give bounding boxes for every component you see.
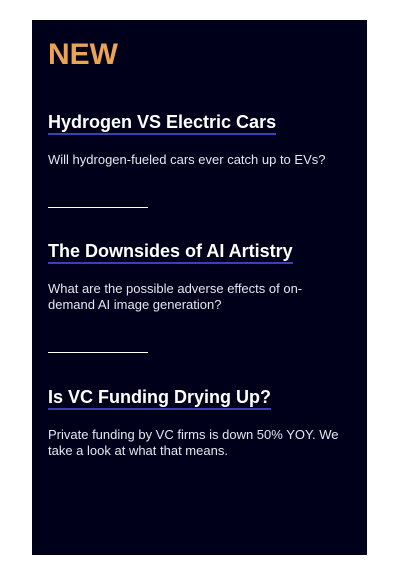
section-heading: NEW [48, 38, 118, 71]
article-divider [48, 352, 148, 353]
article-title-link[interactable]: Is VC Funding Drying Up? [48, 386, 271, 410]
article-item: The Downsides of AI Artistry What are th… [48, 240, 351, 313]
article-divider [48, 207, 148, 208]
article-description: What are the possible adverse effects of… [48, 281, 303, 312]
article-title-link[interactable]: The Downsides of AI Artistry [48, 240, 293, 264]
news-panel: NEW Hydrogen VS Electric Cars Will hydro… [32, 20, 367, 555]
article-description: Will hydrogen-fueled cars ever catch up … [48, 152, 326, 167]
article-description: Private funding by VC firms is down 50% … [48, 427, 339, 458]
article-item: Is VC Funding Drying Up? Private funding… [48, 386, 351, 459]
article-title-link[interactable]: Hydrogen VS Electric Cars [48, 111, 277, 135]
article-item: Hydrogen VS Electric Cars Will hydrogen-… [48, 111, 351, 168]
